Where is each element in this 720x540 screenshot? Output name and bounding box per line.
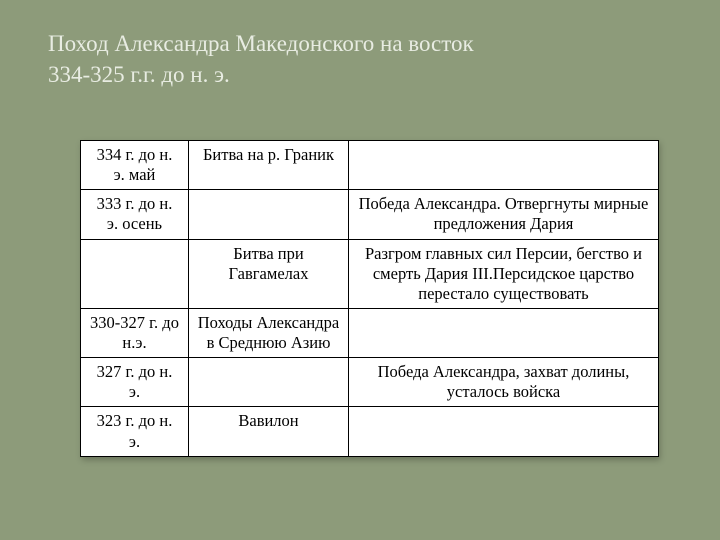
table-row: 330-327 г. до н.э. Походы Александра в С… (81, 308, 659, 357)
slide-title: Поход Александра Македонского на восток … (48, 28, 474, 90)
cell-event: Битва при Гавгамелах (189, 239, 349, 308)
cell-result (349, 308, 659, 357)
cell-result: Разгром главных сил Персии, бегство и см… (349, 239, 659, 308)
cell-date: 330-327 г. до н.э. (81, 308, 189, 357)
cell-result (349, 407, 659, 456)
cell-date: 334 г. до н. э. май (81, 141, 189, 190)
table-row: 333 г. до н. э. осень Победа Александра.… (81, 190, 659, 239)
cell-date: 327 г. до н. э. (81, 358, 189, 407)
cell-event (189, 190, 349, 239)
cell-result: Победа Александра, захват долины, устало… (349, 358, 659, 407)
title-line-2: 334-325 г.г. до н. э. (48, 62, 230, 87)
cell-event: Походы Александра в Среднюю Азию (189, 308, 349, 357)
cell-result (349, 141, 659, 190)
cell-date: 323 г. до н. э. (81, 407, 189, 456)
cell-result: Победа Александра. Отвергнуты мирные пре… (349, 190, 659, 239)
table-row: 327 г. до н. э. Победа Александра, захва… (81, 358, 659, 407)
campaign-table-container: 334 г. до н. э. май Битва на р. Граник 3… (80, 140, 658, 457)
cell-event: Битва на р. Граник (189, 141, 349, 190)
cell-date: 333 г. до н. э. осень (81, 190, 189, 239)
campaign-table: 334 г. до н. э. май Битва на р. Граник 3… (80, 140, 659, 457)
cell-date (81, 239, 189, 308)
title-line-1: Поход Александра Македонского на восток (48, 31, 474, 56)
cell-event (189, 358, 349, 407)
table-row: 334 г. до н. э. май Битва на р. Граник (81, 141, 659, 190)
table-row: Битва при Гавгамелах Разгром главных сил… (81, 239, 659, 308)
cell-event: Вавилон (189, 407, 349, 456)
table-row: 323 г. до н. э. Вавилон (81, 407, 659, 456)
